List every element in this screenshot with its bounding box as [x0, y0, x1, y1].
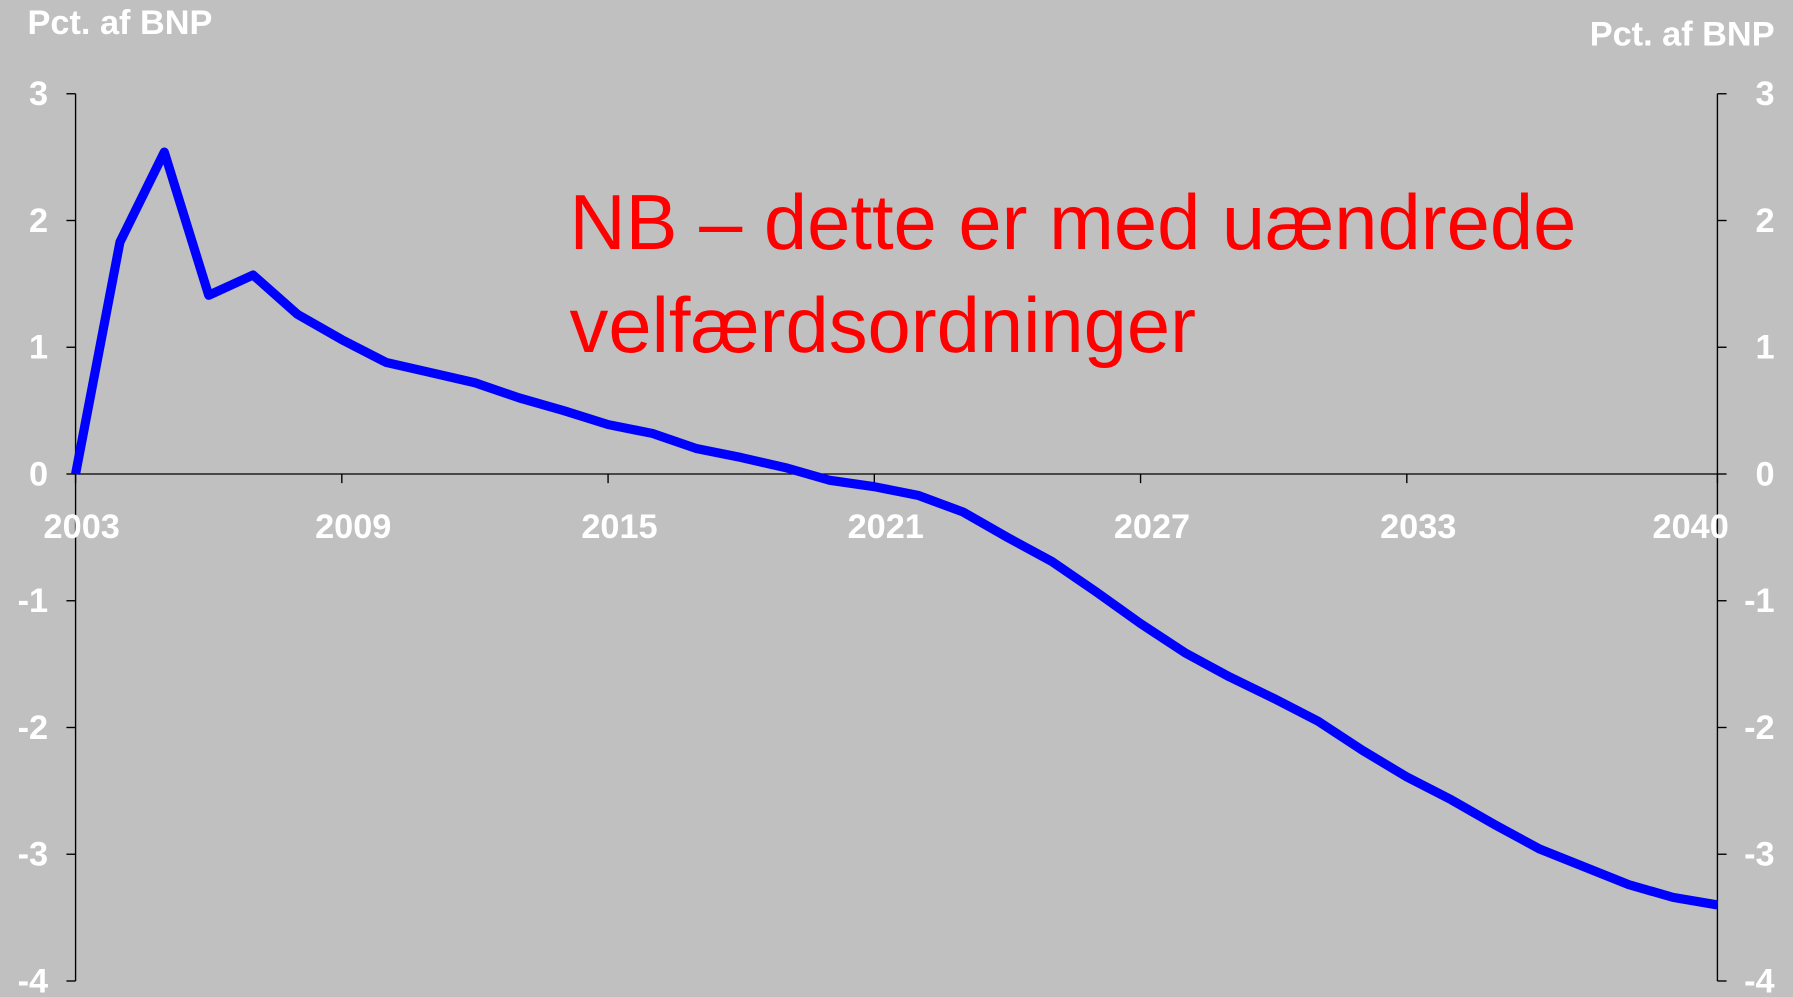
x-tick-label: 2040: [1653, 508, 1729, 546]
y-tick-label: 3: [29, 75, 48, 113]
y-tick-label: -2: [18, 709, 48, 747]
x-tick-label: 2021: [848, 508, 924, 546]
y2-tick-label: 1: [1756, 329, 1775, 367]
x-tick-label: 2027: [1114, 508, 1190, 546]
x-tick-label: 2015: [581, 508, 657, 546]
x-tick-label: 2003: [44, 508, 120, 546]
y2-tick-label: -4: [1744, 962, 1775, 997]
y2-tick-label: -1: [1744, 582, 1775, 620]
y2-tick-label: 0: [1756, 455, 1775, 493]
x-tick-label: 2033: [1380, 508, 1456, 546]
y-tick-label: -1: [18, 582, 48, 620]
x-tick-label: 2009: [315, 508, 391, 546]
y2-tick-label: 2: [1756, 202, 1775, 240]
y2-tick-label: -3: [1744, 836, 1775, 874]
annotation: velfærdsordninger: [570, 283, 1197, 369]
y-tick-label: 0: [29, 455, 48, 493]
y-tick-label: 2: [29, 202, 48, 240]
y2-axis-label: Pct. af BNP: [1590, 16, 1775, 54]
y2-tick-label: -2: [1744, 709, 1775, 747]
y2-tick-label: 3: [1756, 75, 1775, 113]
y-tick-label: -4: [18, 962, 48, 997]
y-axis-label: Pct. af BNP: [28, 4, 213, 42]
y-tick-label: 1: [29, 329, 48, 367]
data-line: [71, 147, 1719, 910]
y-tick-label: -3: [18, 836, 48, 874]
annotation: NB – dette er med uændrede: [570, 180, 1577, 266]
